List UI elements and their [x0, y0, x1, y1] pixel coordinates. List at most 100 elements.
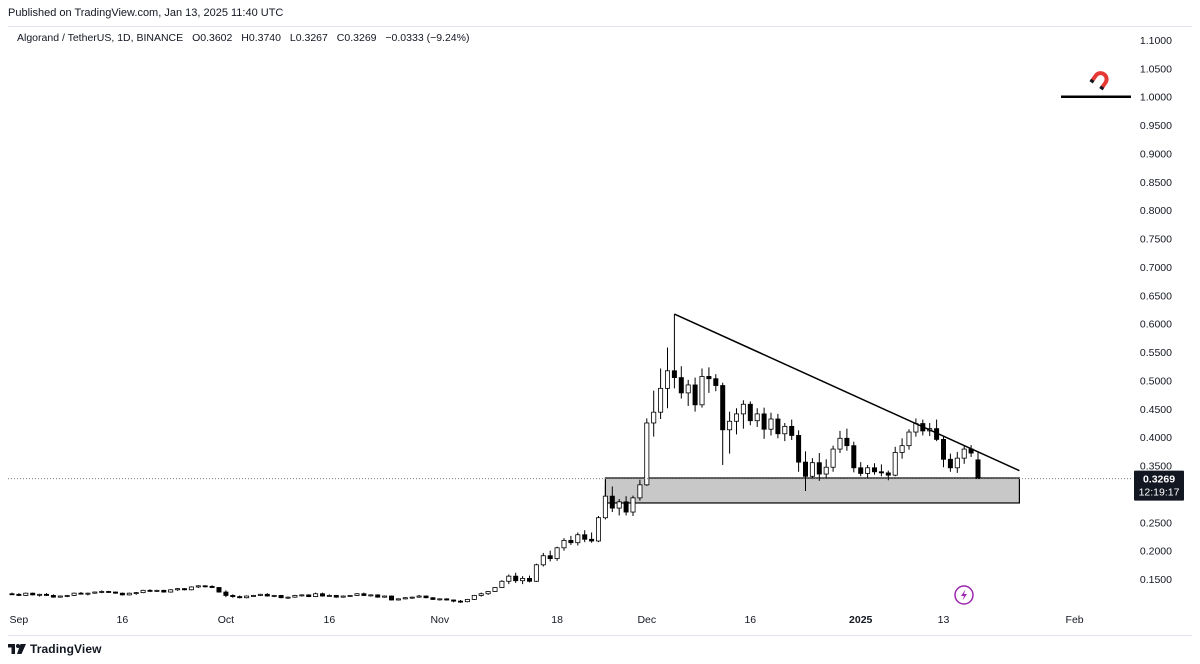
candle — [527, 575, 533, 583]
candle — [499, 580, 505, 589]
candle — [934, 419, 940, 442]
y-tick-label: 0.4500 — [1140, 404, 1172, 416]
candle-body — [485, 591, 491, 595]
y-tick-label: 0.8000 — [1140, 205, 1172, 217]
candle-body — [395, 598, 401, 601]
candle — [699, 368, 705, 408]
candle-body — [837, 437, 843, 450]
candle — [941, 436, 947, 468]
candle — [630, 495, 636, 517]
candle-body — [333, 595, 339, 598]
support-zone-box[interactable] — [604, 477, 1021, 504]
candle — [209, 585, 215, 589]
lightning-icon[interactable] — [954, 585, 974, 605]
candle — [678, 366, 684, 399]
candle-body — [430, 597, 436, 600]
candle-body — [223, 591, 229, 596]
candle-body — [264, 593, 270, 597]
candle-body — [44, 593, 50, 596]
candle-body — [299, 594, 305, 597]
magnet-icon[interactable] — [1089, 68, 1111, 91]
candle-body — [113, 591, 119, 594]
candle — [789, 419, 795, 440]
candle-body — [361, 593, 367, 596]
candle-body — [547, 555, 553, 559]
candle-body — [671, 370, 677, 378]
candle — [906, 429, 912, 450]
footer: TradingView — [8, 640, 102, 658]
legend-symbol[interactable]: Algorand / TetherUS, 1D, BINANCE — [17, 32, 184, 44]
candle — [23, 592, 29, 597]
candle — [830, 445, 836, 472]
candle — [975, 451, 981, 480]
candle — [865, 464, 871, 478]
candle — [485, 590, 491, 595]
price-axis[interactable]: 1.1000 1.0500 1.0000 0.9500 0.9000 0.8500 0.80… — [1134, 35, 1184, 586]
candle-body — [699, 376, 705, 406]
candle — [968, 445, 974, 458]
candle — [913, 418, 919, 437]
candle — [961, 445, 967, 464]
candle — [768, 412, 774, 436]
y-tick-label: 1.0000 — [1140, 92, 1172, 104]
candle — [596, 516, 602, 543]
candle-body — [637, 484, 643, 499]
candle — [126, 592, 132, 596]
candle-body — [278, 595, 284, 599]
candle — [734, 408, 740, 435]
candle — [582, 530, 588, 543]
support-zone-layer — [604, 477, 1021, 504]
chart-legend: Algorand / TetherUS, 1D, BINANCE O0.3602… — [17, 32, 475, 44]
candle — [99, 590, 105, 594]
candle-body — [540, 555, 546, 566]
candle-body — [30, 592, 36, 596]
candle-body — [202, 585, 208, 588]
candle-body — [402, 597, 408, 600]
candle-body — [99, 591, 105, 593]
chart-frame[interactable] — [8, 26, 1192, 636]
candle — [423, 595, 429, 599]
candle-body — [23, 592, 29, 596]
candle-body — [761, 413, 767, 430]
y-tick-label: 0.8500 — [1140, 177, 1172, 189]
candle — [520, 576, 526, 585]
x-tick-label: Feb — [1066, 614, 1084, 626]
candle-body — [161, 589, 167, 593]
candle-body — [747, 403, 753, 422]
candle — [147, 589, 153, 593]
time-axis[interactable]: Sep 16 Oct 16 Nov 18 Dec 16 2025 13 Feb — [10, 614, 1084, 626]
y-tick-label: 0.2000 — [1140, 546, 1172, 558]
candle — [823, 459, 829, 479]
candle-body — [416, 595, 422, 598]
candle-body — [50, 595, 56, 598]
y-tick-label: 0.1500 — [1140, 574, 1172, 586]
candle-body — [954, 457, 960, 469]
candle — [50, 594, 56, 598]
candle — [816, 453, 822, 481]
last-price-value: 0.3269 — [1143, 474, 1175, 486]
candle-body — [844, 437, 850, 447]
last-price-tag[interactable] — [1134, 470, 1184, 501]
candle-body — [244, 595, 250, 599]
candles-layer — [9, 314, 981, 603]
candle — [264, 593, 270, 597]
candle-body — [368, 594, 374, 597]
candle-body — [188, 586, 194, 591]
x-tick-label: 16 — [117, 614, 129, 626]
candle-body — [306, 594, 312, 597]
x-tick-label: 2025 — [849, 614, 873, 626]
candle-body — [678, 377, 684, 394]
candle-body — [665, 370, 671, 389]
candle-body — [941, 439, 947, 460]
descending-trendline[interactable] — [674, 313, 1020, 472]
candle — [885, 470, 891, 481]
candle-body — [878, 471, 884, 474]
candle — [181, 588, 187, 591]
candle-body — [106, 591, 112, 593]
candle — [361, 592, 367, 597]
candle-body — [961, 448, 967, 459]
candle-body — [692, 384, 698, 406]
candle-body — [292, 595, 298, 598]
candle — [375, 594, 381, 598]
